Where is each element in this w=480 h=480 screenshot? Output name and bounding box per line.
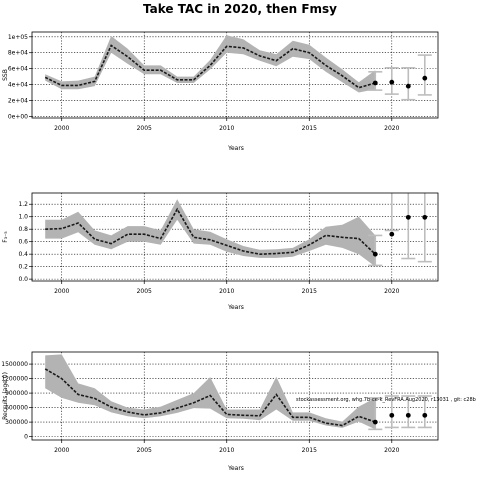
- x-tick-label: 2020: [384, 288, 399, 295]
- projection-point: [372, 419, 378, 425]
- projection-point: [372, 80, 378, 86]
- chart-recruitment: 2000 2005 2010 2015 2020 0 300000 600000 900000 1…: [1, 351, 476, 472]
- y-tick-label: 6e+04: [8, 66, 28, 73]
- x-tick-label: 2005: [137, 288, 152, 295]
- y-tick-label: 900000: [5, 390, 28, 397]
- confidence-band: [45, 354, 376, 430]
- y-axis-label: Recruits (age 0): [2, 372, 9, 420]
- y-axis-label: F₃₋₅: [2, 231, 9, 243]
- y-tick-label: 0.0: [18, 276, 28, 283]
- y-axis-label: SSB: [2, 69, 9, 81]
- y-tick-label: 300000: [5, 419, 28, 426]
- y-tick-label: 0: [24, 434, 28, 441]
- plot-frame: [31, 31, 439, 119]
- x-tick-label: 2005: [137, 447, 152, 454]
- projection-point: [422, 214, 428, 220]
- x-tick-label: 2015: [302, 288, 317, 295]
- projection-point: [389, 231, 395, 237]
- y-tick-label: 1500000: [1, 361, 28, 368]
- projection-point: [422, 75, 428, 81]
- y-tick-label: 600000: [5, 405, 28, 412]
- x-tick-label: 2020: [384, 447, 399, 454]
- confidence-band: [45, 35, 376, 93]
- plot-area: [32, 32, 438, 118]
- chart-fishing-mortality: 2000 2005 2010 2015 2020 0.0 0.2 0.4 0.6 0.8 1.0 1.…: [2, 192, 439, 311]
- y-tick-label: 2e+04: [8, 97, 28, 104]
- y-tick-label: 1e+05: [8, 34, 28, 41]
- y-tick-label: 0e+00: [8, 113, 28, 120]
- x-tick-label: 2005: [137, 125, 152, 132]
- projection-point: [405, 214, 411, 220]
- x-tick-label: 2015: [302, 447, 317, 454]
- x-axis-label: Years: [227, 145, 244, 152]
- x-axis-label: Years: [227, 465, 244, 472]
- x-tick-label: 2010: [219, 447, 234, 454]
- plot-frame: [31, 351, 439, 441]
- projection-point: [405, 412, 411, 418]
- x-tick-label: 2010: [219, 288, 234, 295]
- projection-point: [405, 83, 411, 89]
- y-tick-label: 0.4: [18, 251, 28, 258]
- y-tick-label: 8e+04: [8, 50, 28, 57]
- y-tick-label: 0.6: [18, 239, 28, 246]
- x-tick-label: 2000: [54, 447, 69, 454]
- plot-frame: [31, 192, 439, 282]
- x-tick-label: 2015: [302, 125, 317, 132]
- projection-point: [389, 412, 395, 418]
- median-line: [44, 44, 376, 89]
- figure-title: Take TAC in 2020, then Fmsy: [143, 2, 337, 16]
- y-tick-label: 4e+04: [8, 82, 28, 89]
- confidence-band: [45, 199, 376, 267]
- x-tick-label: 2010: [219, 125, 234, 132]
- chart-annotation: stockassessment.org, whg.7b-ce-k_RevFRA.…: [296, 397, 476, 403]
- y-tick-label: 1200000: [1, 376, 28, 383]
- y-tick-label: 0.2: [18, 264, 28, 271]
- x-axis-label: Years: [227, 304, 244, 311]
- y-tick-label: 1.0: [18, 214, 28, 221]
- x-tick-label: 2020: [384, 125, 399, 132]
- projection-point: [389, 79, 395, 85]
- chart-ssb: 2000 2005 2010 2015 2020 0e+00 2e+04 4e+04 6e+04…: [2, 31, 439, 152]
- median-line: [44, 368, 376, 427]
- projection-point: [422, 412, 428, 418]
- median-line: [45, 207, 376, 256]
- x-tick-label: 2000: [54, 125, 69, 132]
- y-tick-label: 0.8: [18, 226, 28, 233]
- y-tick-label: 1.2: [18, 201, 28, 208]
- x-tick-label: 2000: [54, 288, 69, 295]
- plot-area: [32, 352, 438, 440]
- plot-area: [32, 193, 438, 281]
- projection-point: [372, 251, 378, 257]
